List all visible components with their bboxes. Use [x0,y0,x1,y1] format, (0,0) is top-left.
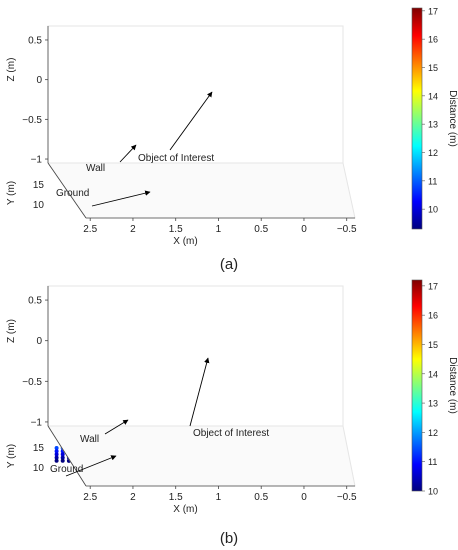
x-tick-label-1: 2 [130,224,136,235]
back-pane [47,25,344,164]
y-tick-label-0: 15 [33,443,45,454]
panel-b-axes: 0.5 0 −0.5 −1 Z (m) 15 10 Y (m) 2.5 2 1.5 1 0.5 0 −0.5… [6,285,357,515]
colorbar-tick-label-4: 13 [428,399,438,409]
x-tick-label-5: 0 [301,492,307,503]
x-tick-label-4: 0.5 [254,224,268,235]
colorbar-tick-label-1: 16 [428,311,438,321]
annotation-wall-arrow [104,419,129,435]
colorbar-tick-label-0: 17 [428,281,438,291]
x-tick-label-3: 1 [216,492,222,503]
y-tick-label-0: 15 [33,180,45,191]
z-tick-label-0: 0.5 [28,35,42,46]
colorbar-tick-label-2: 15 [428,63,438,73]
annotation-object-label: Object of Interest [193,428,269,439]
colorbar-tick-label-3: 14 [428,369,438,379]
x-tick-label-6: −0.5 [337,224,357,235]
z-tick-label-3: −1 [31,155,43,166]
colorbar-tick-label-4: 13 [428,120,438,130]
panel-b-annotations: Wall Object of Interest Ground [50,357,269,477]
z-tick-label-0: 0.5 [28,296,42,307]
colorbar-tick-label-7: 10 [428,205,438,215]
z-tick-label-1: 0 [36,336,42,347]
y-axis-label: Y (m) [6,444,17,468]
panel-a-axes: 0.5 0 −0.5 −1 Z (m) 15 10 Y (m) 2.5 2 1.5 1 0.5 0 −0.5… [6,25,357,247]
z-tick-label-2: −0.5 [22,115,42,126]
ground-point-558 [54,449,59,454]
ground-point-651 [60,455,65,460]
y-axis-line [47,425,87,487]
colorbar-tick-label-6: 11 [428,176,437,186]
back-pane [47,285,344,427]
x-tick-label-0: 2.5 [83,492,97,503]
z-axis-label: Z (m) [6,319,17,343]
colorbar-tick-label-5: 12 [428,428,438,438]
colorbar-tick-label-3: 14 [428,91,438,101]
annotation-ground-label: Ground [56,188,89,199]
y-axis-line [47,162,87,219]
y-axis-label: Y (m) [6,181,17,205]
x-axis-label: X (m) [173,504,197,515]
x-tick-label-2: 1.5 [169,224,183,235]
ground-point-604 [54,452,59,457]
x-tick-label-1: 2 [130,492,136,503]
x-tick-label-6: −0.5 [337,492,357,503]
annotation-wall-label: Wall [80,434,99,445]
panel-a-annotations: Wall Object of Interest Ground [56,91,214,207]
colorbar-label: Distance (m) [447,90,458,147]
y-tick-label-1: 10 [33,200,45,211]
ground-point-512 [54,446,59,450]
ground-point-650 [54,455,59,460]
colorbar-tick-label-1: 16 [428,35,438,45]
colorbar-tick-label-5: 12 [428,148,438,158]
panel-b: 0.5 0 −0.5 −1 Z (m) 15 10 Y (m) 2.5 2 1.5 1 0.5 0 −0.5… [6,279,458,547]
colorbar-gradient [411,7,423,230]
x-tick-label-0: 2.5 [83,224,97,235]
panel-a-label: (a) [220,256,238,273]
annotation-object-arrow [169,91,213,151]
annotation-wall-arrow [119,144,137,163]
panel-b-label: (b) [220,530,238,547]
ground-point-605 [60,452,65,457]
colorbar-gradient [411,279,423,492]
annotation-ground-arrow [65,455,117,477]
y-tick-label-1: 10 [33,463,45,474]
x-tick-label-3: 1 [216,224,222,235]
annotation-object-label: Object of Interest [138,153,214,164]
ground-point-696 [54,458,59,463]
colorbar-tick-label-6: 11 [428,457,437,467]
z-tick-label-1: 0 [36,75,42,86]
z-tick-label-3: −1 [31,417,43,428]
panel-b-colorbar: 17 16 15 14 13 12 11 10 Distance (m) [411,279,458,497]
colorbar-label: Distance (m) [447,357,458,414]
x-tick-label-5: 0 [301,224,307,235]
panel-a-colorbar: 17 16 15 14 13 12 11 10 Distance (m) [411,6,458,230]
colorbar-tick-label-2: 15 [428,340,438,350]
annotation-ground-label: Ground [50,464,83,475]
z-axis-label: Z (m) [6,58,17,82]
z-tick-label-2: −0.5 [22,377,42,388]
annotation-object-arrow [189,357,210,427]
x-tick-label-4: 0.5 [254,492,268,503]
annotation-wall-label: Wall [86,163,105,174]
annotation-ground-arrow [91,190,151,207]
x-tick-label-2: 1.5 [169,492,183,503]
panel-a: 0.5 0 −0.5 −1 Z (m) 15 10 Y (m) 2.5 2 1.5 1 0.5 0 −0.5… [6,6,458,273]
x-axis-label: X (m) [173,236,197,247]
colorbar-tick-label-7: 10 [428,487,438,497]
colorbar-tick-label-0: 17 [428,6,438,16]
ground-point-697 [60,458,65,463]
